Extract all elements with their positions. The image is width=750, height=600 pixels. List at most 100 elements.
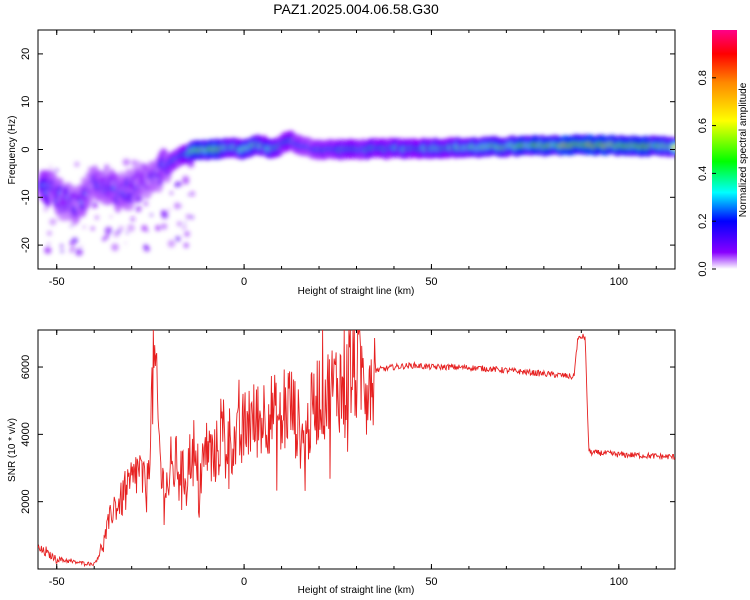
spectral-speckle (149, 213, 154, 217)
spectrogram-y-ticks: -20 -10 0 10 20 (20, 48, 675, 253)
spectral-speckle (90, 226, 95, 231)
spectral-speckle (69, 248, 75, 253)
spectral-speckle (47, 242, 51, 246)
spectral-speckle (130, 216, 136, 222)
colorbar: 0.0 0.2 0.4 0.6 0.8 Normalized spectral ampl… (697, 30, 749, 277)
spectral-speckle (141, 163, 148, 170)
spectral-speckle (71, 245, 75, 250)
spectral-speckle (143, 201, 149, 207)
spectral-speckle (154, 167, 160, 173)
spectral-speckle (160, 209, 167, 216)
spectral-speckle (153, 176, 161, 184)
spectral-speckle (122, 158, 130, 166)
colorbar-tick-label: 0.8 (697, 70, 709, 85)
colorbar-tick-label: 0.2 (697, 214, 709, 229)
spectral-speckle (117, 186, 124, 193)
spectral-speckle (169, 191, 174, 195)
spectral-speckle (125, 231, 129, 235)
spectral-speckle (124, 241, 127, 245)
y-tick-label: 10 (20, 96, 32, 108)
spectral-speckle (69, 240, 74, 246)
spectral-cell (671, 145, 675, 150)
spectral-speckle (104, 234, 110, 239)
spectral-speckle (173, 202, 181, 210)
spectral-speckle (127, 224, 135, 232)
spectral-speckle (74, 161, 80, 167)
spectral-speckle (139, 179, 145, 186)
y-tick-label: 0 (20, 146, 32, 152)
x-tick-label: 100 (610, 576, 628, 588)
spectral-speckle (109, 180, 117, 187)
spectral-speckle (43, 197, 51, 206)
spectral-speckle (56, 217, 60, 221)
spectral-speckle (110, 191, 117, 198)
spectral-speckle (101, 171, 104, 174)
spectrogram-blobs (38, 130, 675, 257)
colorbar-ticks: 0.0 0.2 0.4 0.6 0.8 (697, 70, 716, 277)
spectral-speckle (181, 175, 190, 183)
spectral-speckle (43, 206, 49, 212)
spectral-speckle (73, 200, 81, 208)
spectral-speckle (190, 191, 195, 197)
spectral-speckle (135, 205, 142, 213)
spectral-speckle (111, 243, 119, 252)
y-tick-label: 2000 (20, 489, 32, 513)
spectrogram-x-ticks: -50 0 50 100 (49, 30, 657, 288)
spectral-speckle (147, 172, 151, 175)
spectral-speckle (143, 244, 149, 250)
x-tick-label: 50 (425, 276, 437, 288)
figure-title: PAZ1.2025.004.06.58.G30 (273, 1, 439, 17)
spectral-speckle (127, 192, 134, 199)
spectral-speckle (134, 194, 143, 203)
spectral-speckle (114, 197, 117, 200)
spectral-speckle (64, 210, 70, 216)
y-tick-label: -10 (20, 189, 32, 205)
spectral-speckle (80, 245, 83, 248)
spectral-speckle (137, 172, 145, 180)
snr-y-ticks: 2000 4000 6000 (20, 355, 675, 514)
spectral-speckle (127, 182, 134, 189)
y-tick-label: 4000 (20, 422, 32, 446)
spectral-speckle (184, 221, 187, 224)
spectral-speckle (85, 181, 94, 190)
spectral-speckle (118, 171, 125, 178)
spectral-speckle (187, 193, 191, 196)
snr-x-axis-label: Height of straight line (km) (298, 585, 415, 596)
spectral-speckle (69, 224, 73, 228)
spectral-speckle (174, 182, 180, 188)
colorbar-tick-label: 0.0 (697, 261, 709, 276)
spectral-speckle (85, 176, 92, 183)
spectral-speckle (60, 249, 64, 253)
spectral-speckle (183, 242, 189, 248)
spectral-speckle (95, 191, 104, 200)
snr-x-ticks: -50 0 50 100 (49, 330, 657, 588)
spectral-speckle (187, 160, 195, 169)
spectral-speckle (185, 213, 191, 220)
spectral-speckle (154, 225, 161, 231)
colorbar-tick-label: 0.6 (697, 118, 709, 133)
spectral-speckle (53, 169, 56, 172)
spectral-speckle (144, 178, 152, 186)
spectral-speckle (51, 189, 58, 196)
spectral-speckle (71, 192, 77, 198)
spectral-speckle (103, 164, 110, 171)
y-tick-label: 6000 (20, 355, 32, 379)
spectral-speckle (184, 231, 190, 237)
spectrogram-x-axis-label: Height of straight line (km) (298, 286, 415, 297)
spectral-speckle (130, 159, 138, 166)
spectral-speckle (124, 199, 128, 202)
x-tick-label: 0 (241, 276, 247, 288)
spectral-speckle (82, 225, 86, 229)
spectral-speckle (167, 239, 176, 248)
x-tick-label: 50 (425, 576, 437, 588)
spectral-speckle (85, 172, 89, 176)
snr-series-line (38, 330, 675, 568)
spectral-speckle (91, 201, 99, 209)
spectral-speckle (49, 218, 57, 226)
spectral-speckle (44, 246, 52, 255)
colorbar-label: Normalized spectral amplitude (738, 82, 749, 217)
spectral-speckle (110, 215, 113, 218)
spectral-speckle (160, 223, 168, 230)
spectral-speckle (75, 248, 83, 257)
